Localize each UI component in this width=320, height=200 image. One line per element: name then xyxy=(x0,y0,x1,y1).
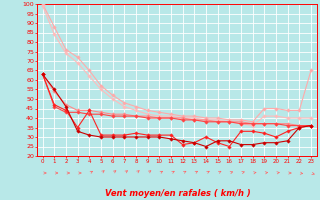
Text: Vent moyen/en rafales ( km/h ): Vent moyen/en rafales ( km/h ) xyxy=(105,189,251,198)
